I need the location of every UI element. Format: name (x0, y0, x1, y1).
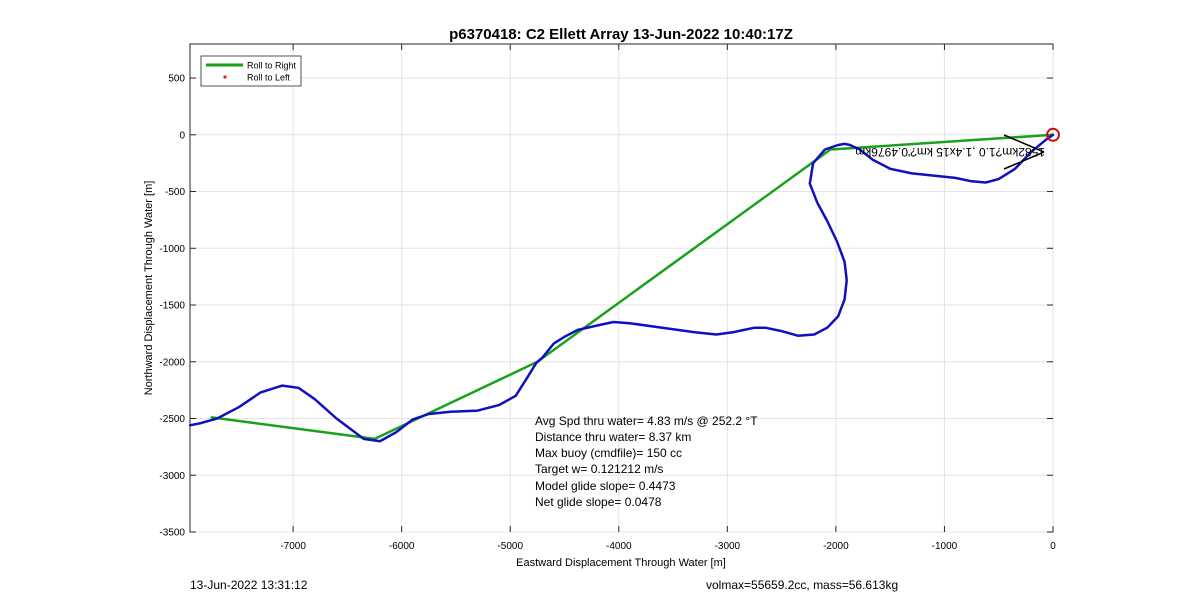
x-tick-label: -5000 (497, 541, 523, 552)
footer-vol-mass: volmax=55659.2cc, mass=56.613kg (706, 578, 899, 592)
grid-lines (190, 44, 1054, 533)
axis-ticks (190, 44, 1054, 533)
legend-roll-left-swatch (223, 75, 227, 79)
legend-roll-left-label: Roll to Left (247, 73, 291, 83)
y-tick-label: -1000 (159, 244, 185, 255)
y-tick-label: 500 (168, 74, 185, 85)
direction-arrow (1003, 134, 1045, 170)
x-axis-label: Eastward Displacement Through Water [m] (516, 557, 726, 569)
start-marker (1046, 127, 1060, 142)
stat-net-glide: Net glide slope= 0.0478 (535, 495, 662, 509)
x-tick-label: -3000 (715, 541, 741, 552)
y-axis-label: Northward Displacement Through Water [m] (143, 181, 155, 396)
mirrored-annotation: 1582km?1.0 ,1.4x15 km?'0.4976km (855, 145, 1045, 159)
y-tick-label: -500 (165, 187, 185, 198)
stat-target-w: Target w= 0.121212 m/s (535, 462, 663, 476)
stats-box: Avg Spd thru water= 4.83 m/s @ 252.2 °T … (535, 414, 758, 509)
x-tick-labels: -7000 -6000 -5000 -4000 -3000 -2000 -1000 0 (280, 541, 1056, 552)
x-tick-label: -2000 (823, 541, 849, 552)
x-tick-label: -6000 (389, 541, 415, 552)
x-tick-label: -7000 (280, 541, 306, 552)
y-tick-label: -3500 (159, 528, 185, 539)
series-layer (188, 133, 1055, 443)
y-tick-label: -1500 (159, 301, 185, 312)
y-tick-label: 0 (179, 130, 185, 141)
x-tick-label: -1000 (932, 541, 958, 552)
legend-roll-right-label: Roll to Right (247, 61, 297, 71)
y-tick-label: -2000 (159, 357, 185, 368)
stat-avg-speed: Avg Spd thru water= 4.83 m/s @ 252.2 °T (535, 414, 758, 428)
x-tick-label: -4000 (606, 541, 632, 552)
stat-model-glide: Model glide slope= 0.4473 (535, 479, 676, 493)
stat-distance: Distance thru water= 8.37 km (535, 430, 691, 444)
footer-timestamp: 13-Jun-2022 13:31:12 (190, 578, 308, 592)
plot-area (189, 43, 1054, 533)
y-tick-labels: 500 0 -500 -1000 -1500 -2000 -2500 -3000 -3500 (159, 74, 185, 539)
x-tick-label: 0 (1050, 541, 1056, 552)
y-tick-label: -3000 (159, 471, 185, 482)
chart-title: p6370418: C2 Ellett Array 13-Jun-2022 10… (449, 26, 793, 43)
legend: Roll to Right Roll to Left (200, 55, 302, 87)
stat-max-buoy: Max buoy (cmdfile)= 150 cc (535, 446, 682, 460)
series-line-track (188, 133, 1055, 443)
y-tick-label: -2500 (159, 414, 185, 425)
